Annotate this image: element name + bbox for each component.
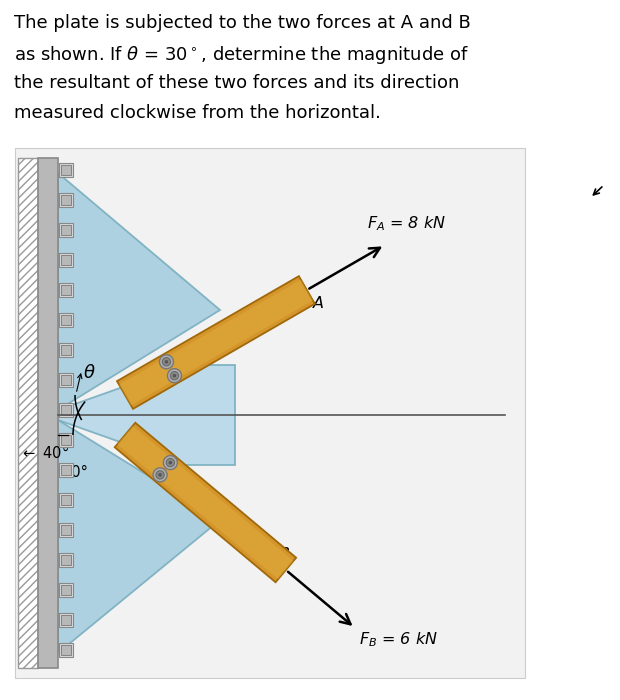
Text: 40°: 40° (62, 465, 88, 480)
Bar (61, 225, 71, 235)
Bar (61, 285, 71, 295)
Bar (59, 523, 73, 537)
Polygon shape (58, 365, 235, 465)
Text: The plate is subjected to the two forces at A and B: The plate is subjected to the two forces… (14, 14, 471, 32)
Circle shape (170, 372, 179, 380)
Circle shape (162, 358, 170, 366)
Bar (59, 613, 73, 627)
Bar (18, 158, 38, 668)
Circle shape (158, 473, 162, 477)
Bar (38, 158, 58, 668)
Bar (59, 463, 73, 477)
Bar (61, 345, 71, 355)
Bar (61, 375, 71, 385)
Bar (59, 373, 73, 387)
Bar (61, 465, 71, 475)
Bar (61, 585, 71, 595)
Text: measured clockwise from the horizontal.: measured clockwise from the horizontal. (14, 104, 381, 122)
Circle shape (159, 355, 174, 369)
Circle shape (167, 369, 182, 383)
Text: the resultant of these two forces and its direction: the resultant of these two forces and it… (14, 74, 459, 92)
Bar (61, 645, 71, 655)
Bar (59, 253, 73, 267)
Circle shape (163, 456, 177, 470)
Bar (59, 193, 73, 207)
Bar (61, 525, 71, 535)
Bar (61, 435, 71, 445)
Bar (59, 223, 73, 237)
Bar (61, 165, 71, 175)
Bar (59, 343, 73, 357)
Text: B: B (278, 547, 290, 562)
Polygon shape (58, 420, 220, 653)
Circle shape (166, 458, 175, 467)
Bar (59, 403, 73, 417)
Circle shape (169, 461, 172, 464)
Text: $\theta$: $\theta$ (82, 364, 95, 382)
Circle shape (153, 468, 167, 482)
Bar (61, 195, 71, 205)
Bar (59, 493, 73, 507)
Bar (61, 255, 71, 265)
Bar (59, 163, 73, 177)
Text: as shown. If $\theta$ = 30$^\circ$, determine the magnitude of: as shown. If $\theta$ = 30$^\circ$, dete… (14, 44, 469, 66)
Text: $F_B$ = 6 kN: $F_B$ = 6 kN (359, 630, 438, 648)
Bar (59, 433, 73, 447)
Bar (59, 583, 73, 597)
Bar (59, 643, 73, 657)
Circle shape (156, 470, 164, 479)
Polygon shape (117, 426, 294, 579)
Polygon shape (115, 423, 296, 582)
Bar (59, 283, 73, 297)
Text: $F_A$ = 8 kN: $F_A$ = 8 kN (367, 214, 446, 233)
Circle shape (165, 360, 168, 363)
Bar (59, 553, 73, 567)
Bar (61, 495, 71, 505)
Bar (61, 615, 71, 625)
Polygon shape (117, 276, 315, 409)
Polygon shape (119, 279, 313, 405)
Text: A: A (313, 296, 324, 311)
Bar (15, 148, 525, 678)
Bar (61, 555, 71, 565)
Text: $\leftarrow$ 40°: $\leftarrow$ 40° (20, 444, 69, 461)
Bar (59, 313, 73, 327)
Bar (61, 315, 71, 325)
Polygon shape (58, 173, 220, 410)
Bar (61, 405, 71, 415)
Circle shape (173, 374, 176, 377)
